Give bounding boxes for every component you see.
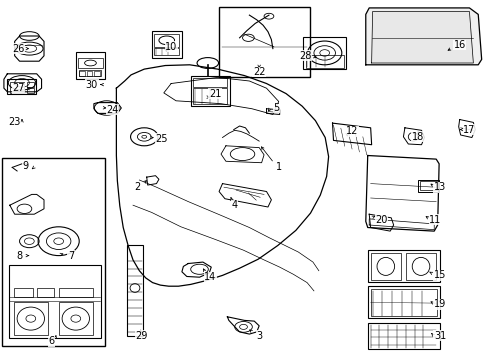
- Text: 13: 13: [433, 182, 446, 192]
- Text: 3: 3: [256, 330, 262, 341]
- Text: 28: 28: [299, 51, 311, 61]
- Polygon shape: [371, 12, 472, 63]
- Text: 10: 10: [164, 42, 177, 52]
- Bar: [190, 76, 229, 106]
- Text: 16: 16: [452, 40, 465, 50]
- Bar: [405, 253, 435, 280]
- Bar: [59, 288, 93, 297]
- Bar: [370, 253, 400, 280]
- Text: 23: 23: [8, 117, 21, 127]
- Text: 19: 19: [433, 299, 446, 309]
- Bar: [193, 78, 227, 87]
- Bar: [367, 323, 439, 349]
- Bar: [151, 31, 182, 58]
- Text: 6: 6: [48, 336, 54, 346]
- Text: 27: 27: [12, 83, 25, 93]
- Text: 29: 29: [135, 330, 148, 341]
- Bar: [417, 180, 438, 192]
- Text: 25: 25: [155, 134, 167, 144]
- Bar: [78, 58, 102, 68]
- Text: 2: 2: [134, 182, 140, 192]
- Bar: [127, 245, 142, 336]
- Bar: [59, 302, 93, 335]
- Bar: [2, 158, 105, 346]
- Bar: [370, 289, 436, 316]
- Bar: [7, 79, 36, 94]
- Bar: [76, 52, 105, 79]
- Bar: [79, 70, 101, 76]
- Bar: [14, 288, 33, 297]
- Bar: [9, 265, 101, 338]
- Bar: [367, 250, 439, 282]
- Bar: [79, 71, 85, 76]
- Text: 24: 24: [106, 105, 119, 115]
- Text: 7: 7: [68, 251, 74, 261]
- Text: 1: 1: [275, 162, 281, 172]
- Bar: [86, 71, 92, 76]
- Text: 15: 15: [433, 270, 446, 280]
- Bar: [419, 181, 436, 190]
- Bar: [27, 82, 34, 87]
- Text: 31: 31: [433, 330, 446, 341]
- Text: 14: 14: [203, 272, 216, 282]
- Bar: [14, 302, 48, 335]
- Bar: [27, 88, 34, 93]
- Polygon shape: [365, 8, 481, 65]
- Bar: [219, 7, 309, 77]
- Bar: [305, 55, 343, 68]
- Text: 5: 5: [273, 103, 279, 113]
- Text: 8: 8: [17, 251, 22, 261]
- Text: 12: 12: [345, 126, 358, 136]
- Text: 22: 22: [252, 67, 265, 77]
- Bar: [193, 88, 227, 104]
- Bar: [367, 286, 439, 318]
- Bar: [154, 48, 179, 55]
- Text: 4: 4: [231, 200, 237, 210]
- Text: 20: 20: [374, 215, 387, 225]
- Bar: [94, 71, 100, 76]
- Bar: [37, 288, 54, 297]
- Text: 30: 30: [85, 80, 98, 90]
- Text: 26: 26: [12, 44, 25, 54]
- Text: 11: 11: [428, 215, 441, 225]
- Text: 21: 21: [208, 89, 221, 99]
- Text: 9: 9: [22, 161, 28, 171]
- Bar: [10, 82, 24, 93]
- Text: 17: 17: [462, 125, 475, 135]
- Text: 18: 18: [411, 132, 424, 142]
- Bar: [154, 34, 179, 47]
- Bar: [303, 37, 346, 69]
